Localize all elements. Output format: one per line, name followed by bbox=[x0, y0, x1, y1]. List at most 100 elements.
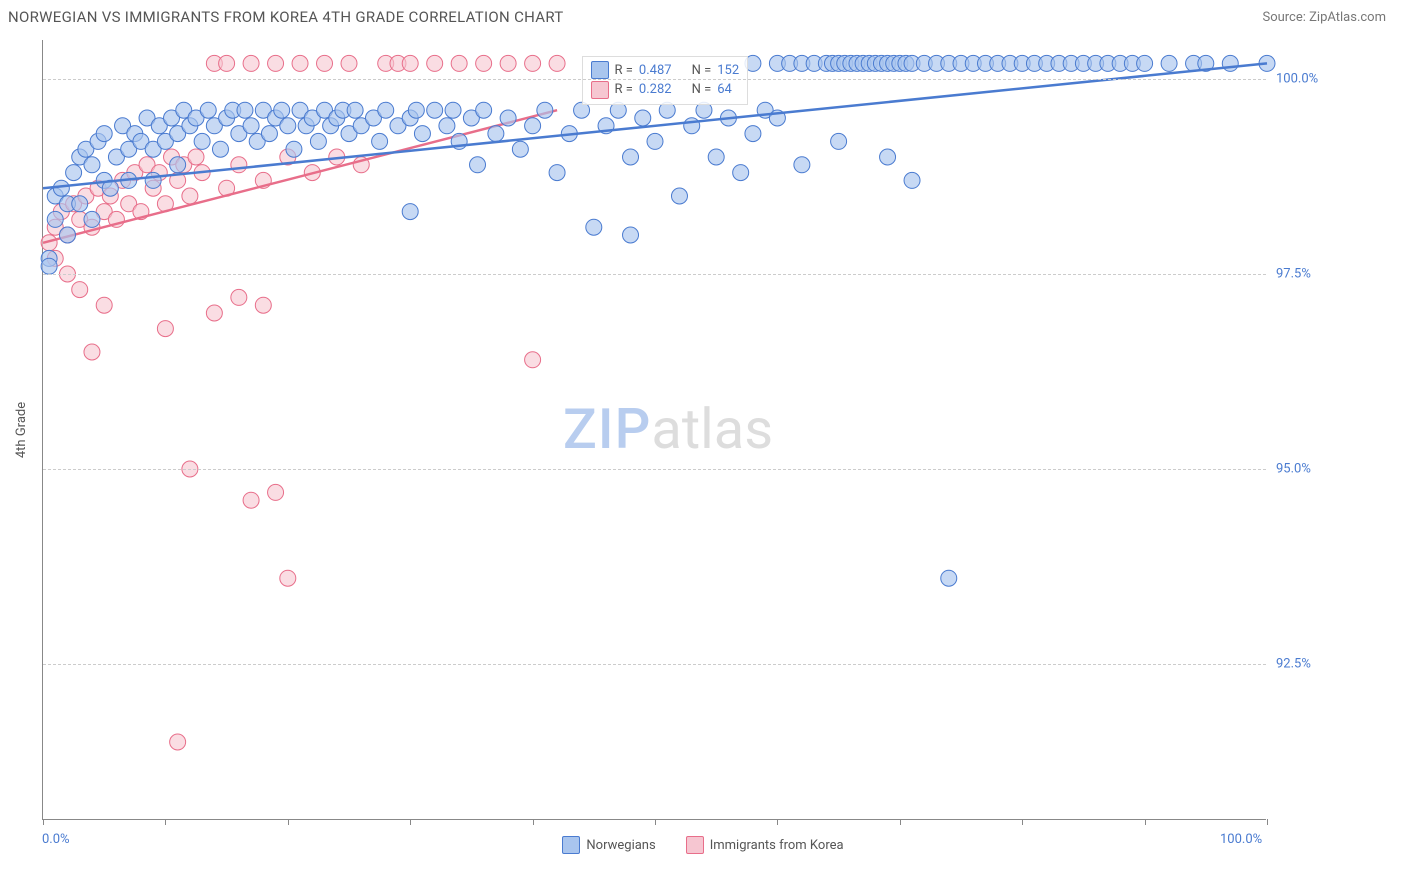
blue-point bbox=[47, 211, 63, 227]
blue-point bbox=[696, 102, 712, 118]
blue-point bbox=[549, 165, 565, 181]
pink-point bbox=[231, 289, 247, 305]
pink-point bbox=[500, 55, 516, 71]
gridline-h bbox=[43, 469, 1266, 470]
blue-point bbox=[512, 141, 528, 157]
blue-point bbox=[671, 188, 687, 204]
r-label: R = bbox=[615, 61, 633, 81]
blue-point bbox=[488, 126, 504, 142]
pink-point bbox=[402, 55, 418, 71]
blue-point bbox=[84, 157, 100, 173]
blue-point bbox=[414, 126, 430, 142]
blue-point bbox=[286, 141, 302, 157]
legend-label: Norwegians bbox=[586, 838, 655, 853]
pink-point bbox=[525, 55, 541, 71]
blue-point bbox=[574, 102, 590, 118]
blue-point bbox=[261, 126, 277, 142]
y-axis-title: 4th Grade bbox=[14, 402, 29, 458]
gridline-h bbox=[43, 79, 1266, 80]
pink-point bbox=[549, 55, 565, 71]
pink-point bbox=[182, 188, 198, 204]
legend-item: Immigrants from Korea bbox=[686, 836, 844, 854]
blue-point bbox=[831, 133, 847, 149]
blue-point bbox=[525, 118, 541, 134]
pink-point bbox=[292, 55, 308, 71]
x-tick bbox=[533, 819, 534, 825]
blue-point bbox=[708, 149, 724, 165]
legend-swatch bbox=[591, 81, 609, 99]
blue-point bbox=[59, 227, 75, 243]
blue-point bbox=[537, 102, 553, 118]
y-tick-label: 92.5% bbox=[1276, 657, 1311, 672]
x-tick bbox=[165, 819, 166, 825]
pink-point bbox=[243, 492, 259, 508]
blue-point bbox=[733, 165, 749, 181]
blue-point bbox=[1222, 55, 1238, 71]
blue-point bbox=[445, 102, 461, 118]
blue-point bbox=[635, 110, 651, 126]
pink-point bbox=[188, 149, 204, 165]
blue-point bbox=[237, 102, 253, 118]
pink-point bbox=[72, 282, 88, 298]
x-tick bbox=[777, 819, 778, 825]
n-label: N = bbox=[692, 80, 712, 100]
x-tick bbox=[655, 819, 656, 825]
blue-point bbox=[200, 102, 216, 118]
blue-point bbox=[500, 110, 516, 126]
y-tick-label: 100.0% bbox=[1276, 72, 1318, 87]
pink-point bbox=[170, 734, 186, 750]
blue-point bbox=[41, 258, 57, 274]
gridline-h bbox=[43, 274, 1266, 275]
blue-point bbox=[647, 133, 663, 149]
x-tick bbox=[900, 819, 901, 825]
chart-svg bbox=[43, 40, 1267, 820]
x-tick bbox=[1022, 819, 1023, 825]
blue-point bbox=[378, 102, 394, 118]
r-value: 0.282 bbox=[639, 80, 672, 100]
x-tick bbox=[288, 819, 289, 825]
blue-point bbox=[170, 157, 186, 173]
y-tick-label: 97.5% bbox=[1276, 267, 1311, 282]
blue-point bbox=[610, 102, 626, 118]
blue-point bbox=[794, 157, 810, 173]
pink-point bbox=[317, 55, 333, 71]
r-label: R = bbox=[615, 80, 633, 100]
blue-point bbox=[470, 157, 486, 173]
pink-point bbox=[255, 297, 271, 313]
r-value: 0.487 bbox=[639, 61, 672, 81]
pink-point bbox=[206, 305, 222, 321]
blue-point bbox=[659, 102, 675, 118]
plot-inner: ZIPatlas R =0.487N =152R =0.282N = 64 bbox=[42, 40, 1266, 820]
blue-point bbox=[745, 126, 761, 142]
series-legend: Norwegians Immigrants from Korea bbox=[0, 836, 1406, 854]
correlation-legend: R =0.487N =152R =0.282N = 64 bbox=[582, 56, 749, 105]
blue-point bbox=[427, 102, 443, 118]
blue-point bbox=[1137, 55, 1153, 71]
blue-point bbox=[372, 133, 388, 149]
blue-point bbox=[402, 204, 418, 220]
n-value: 152 bbox=[717, 61, 739, 81]
pink-point bbox=[280, 570, 296, 586]
plot-area: ZIPatlas R =0.487N =152R =0.282N = 64 92… bbox=[42, 40, 1362, 820]
pink-point bbox=[341, 55, 357, 71]
blue-point bbox=[243, 118, 259, 134]
blue-point bbox=[310, 133, 326, 149]
blue-point bbox=[145, 172, 161, 188]
chart-header: NORWEGIAN VS IMMIGRANTS FROM KOREA 4TH G… bbox=[0, 0, 1406, 32]
legend-swatch bbox=[686, 836, 704, 854]
pink-point bbox=[84, 344, 100, 360]
legend-item: Norwegians bbox=[562, 836, 655, 854]
y-tick-label: 95.0% bbox=[1276, 462, 1311, 477]
blue-point bbox=[84, 211, 100, 227]
blue-point bbox=[439, 118, 455, 134]
chart-source: Source: ZipAtlas.com bbox=[1262, 10, 1386, 25]
blue-point bbox=[880, 149, 896, 165]
x-tick bbox=[410, 819, 411, 825]
blue-point bbox=[280, 118, 296, 134]
blue-point bbox=[408, 102, 424, 118]
blue-point bbox=[684, 118, 700, 134]
x-tick bbox=[1145, 819, 1146, 825]
pink-point bbox=[243, 55, 259, 71]
legend-swatch bbox=[562, 836, 580, 854]
pink-point bbox=[268, 55, 284, 71]
